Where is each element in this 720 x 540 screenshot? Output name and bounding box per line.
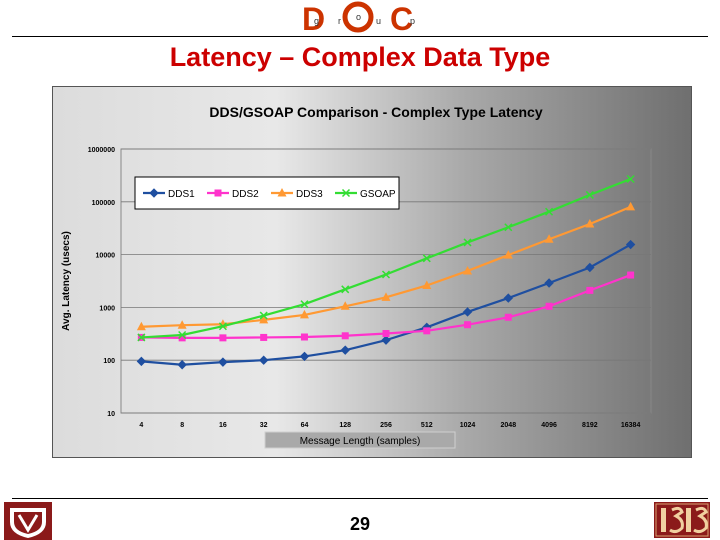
data-point-dds1 [462,307,473,317]
data-point-dds3 [626,201,636,211]
data-point-dds1 [218,357,228,367]
data-point-gsoap [218,322,227,331]
data-point-dds2 [545,302,553,310]
data-point-dds3 [544,234,554,243]
data-point-dds1 [381,335,391,345]
legend-marker-dds1 [149,188,159,198]
y-tick-label: 100 [103,358,115,365]
logo-letter-2: r [338,16,341,26]
data-point-dds3 [463,265,473,275]
x-tick-label: 8 [180,422,184,429]
latency-chart: 10 100 1000 10000 100000 1000000 4 8 16 32 64 128 25… [61,104,652,449]
x-tick-label: 16384 [621,422,641,429]
x-tick-label: 128 [339,422,351,429]
data-point-gsoap [381,270,391,279]
data-point-gsoap [545,207,554,216]
data-point-dds2 [586,286,594,294]
x-tick-label: 8192 [582,422,598,429]
data-point-dds1 [177,360,187,370]
legend-label-dds2: DDS2 [232,189,259,200]
data-point-dds3 [136,321,146,331]
data-point-dds1 [340,345,350,355]
x-tick-label: 2048 [501,422,517,429]
data-point-dds3 [503,250,513,259]
x-tick-label: 4 [139,422,143,429]
legend-marker-dds2 [214,189,222,197]
data-point-dds3 [259,314,269,324]
data-point-gsoap [504,223,513,232]
data-point-gsoap [259,311,268,320]
x-tick-label: 256 [380,422,392,429]
legend-label-dds1: DDS1 [168,189,195,200]
slide-title: Latency – Complex Data Type [169,42,551,72]
data-point-dds2 [178,334,186,342]
x-tick-label: 32 [260,422,268,429]
legend-marker-gsoap [341,188,351,198]
legend-label-dds3: DDS3 [296,189,323,200]
series-line-dds1 [141,243,632,366]
data-point-dds2 [341,332,349,340]
data-point-dds2 [260,333,268,341]
data-point-dds3 [299,309,309,319]
data-point-dds1 [585,262,595,273]
footer-divider [12,498,708,499]
logo-letter-d: D [302,1,325,36]
data-point-gsoap [585,190,594,199]
isis-logo [654,502,710,538]
doc-group-logo: D C g r o u p [302,1,415,36]
data-point-dds2 [627,271,635,279]
data-point-dds1 [544,278,554,288]
chart-title: DDS/GSOAP Comparison - Complex Type Late… [209,104,542,120]
y-tick-label: 100000 [92,200,115,207]
data-point-gsoap [178,330,187,340]
data-point-dds2 [300,333,308,341]
data-point-dds2 [382,330,390,338]
data-point-dds1 [258,355,269,365]
data-point-gsoap [422,254,431,263]
data-point-dds3 [340,301,350,310]
x-tick-label: 1024 [460,422,476,429]
page-number: 29 [349,514,371,534]
data-point-dds1 [299,351,310,362]
x-tick-label: 512 [421,422,433,429]
logo-letter-1: g [314,16,319,26]
logo-letter-c: C [390,1,413,36]
x-tick-label: 4096 [541,422,557,429]
data-point-dds2 [423,327,431,335]
data-point-gsoap [463,238,472,247]
logo-letter-3: o [356,12,361,22]
data-point-dds3 [585,218,595,228]
vanderbilt-logo [4,502,52,540]
data-point-gsoap [300,300,309,309]
data-point-dds1 [625,239,636,250]
data-point-dds1 [503,293,514,303]
x-tick-label: 16 [219,422,227,429]
x-tick-label: 64 [301,422,309,429]
logo-letter-4: u [376,16,381,26]
y-tick-label: 10000 [96,253,116,260]
data-point-gsoap [137,333,146,342]
data-point-dds3 [422,280,432,289]
y-tick-label: 1000 [99,305,115,312]
data-point-dds1 [136,356,147,367]
data-point-gsoap [626,174,635,184]
y-tick-label: 10 [107,411,115,418]
series-line-dds3 [141,205,632,328]
data-point-dds2 [464,321,472,329]
data-point-dds3 [381,292,391,301]
x-axis-label: Message Length (samples) [300,436,421,447]
x-axis-label-box [264,431,456,449]
logo-letter-5: p [410,16,415,26]
y-axis-label: Avg. Latency (usecs) [61,231,72,331]
y-tick-label: 1000000 [88,147,115,154]
data-point-dds2 [219,334,227,342]
data-point-dds3 [177,320,187,329]
data-point-dds2 [504,313,512,321]
chart-frame: 10 100 1000 10000 100000 1000000 4 8 16 32 64 128 25… [52,86,692,458]
header-divider [12,36,708,37]
logo-ring [342,1,374,33]
legend-label-gsoap: GSOAP [360,189,396,200]
legend-marker-dds3 [277,188,287,197]
data-point-gsoap [341,285,350,294]
